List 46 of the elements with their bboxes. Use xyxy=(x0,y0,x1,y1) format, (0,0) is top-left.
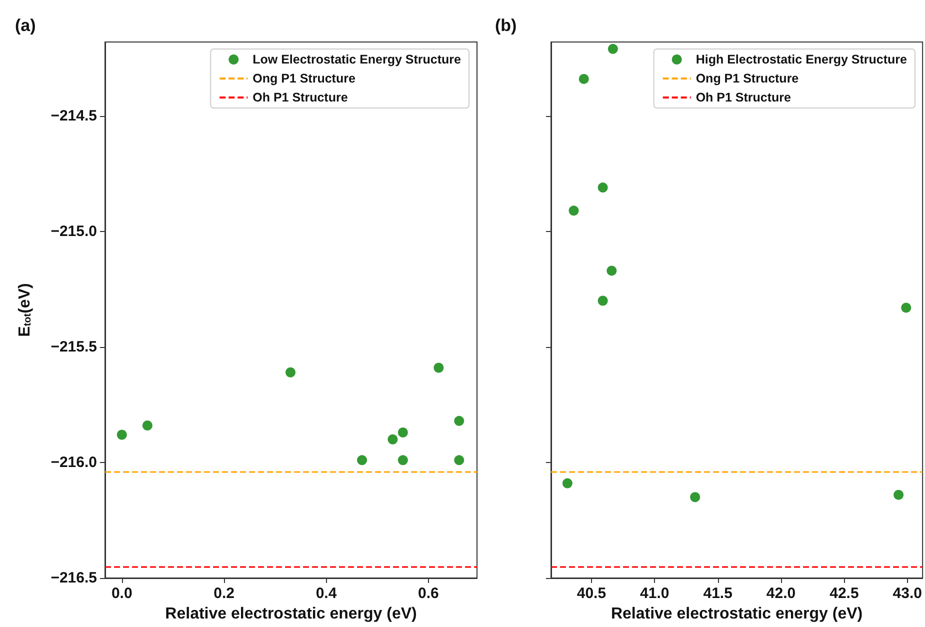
point xyxy=(116,430,127,440)
y-tick-label: −216.0 xyxy=(50,454,97,471)
x-tick-label: 0.4 xyxy=(316,585,338,602)
point xyxy=(568,206,579,216)
point xyxy=(894,490,904,500)
point xyxy=(690,492,700,502)
point xyxy=(388,434,398,444)
legend-label: Ong P1 Structure xyxy=(252,72,356,86)
point xyxy=(598,182,608,193)
point xyxy=(454,416,464,426)
y-axis-title: Etot(eV) xyxy=(16,283,34,337)
legend-label: Ong P1 Structure xyxy=(696,72,799,86)
x-tick-label: 42.0 xyxy=(766,585,796,602)
legend-label: Oh P1 Structure xyxy=(252,90,348,104)
x-axis-title: Relative electrostatic energy (eV) xyxy=(610,606,863,622)
point xyxy=(286,367,296,378)
y-tick-label: −214.5 xyxy=(50,107,97,124)
point xyxy=(357,455,368,466)
x-tick-label: 41.5 xyxy=(703,585,732,602)
point xyxy=(454,455,464,466)
x-tick-label: 42.5 xyxy=(830,585,859,602)
point xyxy=(598,296,608,306)
x-tick-label: 41.0 xyxy=(640,585,670,602)
x-tick-label: 40.5 xyxy=(576,585,606,602)
x-axis-title: Relative electrostatic energy (eV) xyxy=(165,606,417,622)
point xyxy=(434,362,444,373)
point xyxy=(608,44,618,54)
legend-label: Low Electrostatic Energy Structure xyxy=(252,52,462,66)
chart-title: (a) xyxy=(15,16,36,35)
x-tick-label: 43.0 xyxy=(892,585,922,602)
point xyxy=(142,420,152,431)
y-tick-label: −216.5 xyxy=(50,570,97,586)
chart-title: (b) xyxy=(495,16,517,35)
x-tick-label: 0.6 xyxy=(418,585,439,602)
x-tick-label: 0.0 xyxy=(111,585,132,602)
legend-label: Oh P1 Structure xyxy=(696,90,792,104)
point xyxy=(398,455,408,466)
x-tick-label: 0.2 xyxy=(214,585,234,602)
legend-label: High Electrostatic Energy Structure xyxy=(696,52,908,66)
y-tick-label: −215.5 xyxy=(50,338,97,356)
point xyxy=(606,266,617,276)
point xyxy=(901,302,912,313)
y-tick-label: −215.0 xyxy=(50,222,97,240)
point xyxy=(398,427,408,438)
point xyxy=(562,478,572,488)
point xyxy=(578,74,589,84)
